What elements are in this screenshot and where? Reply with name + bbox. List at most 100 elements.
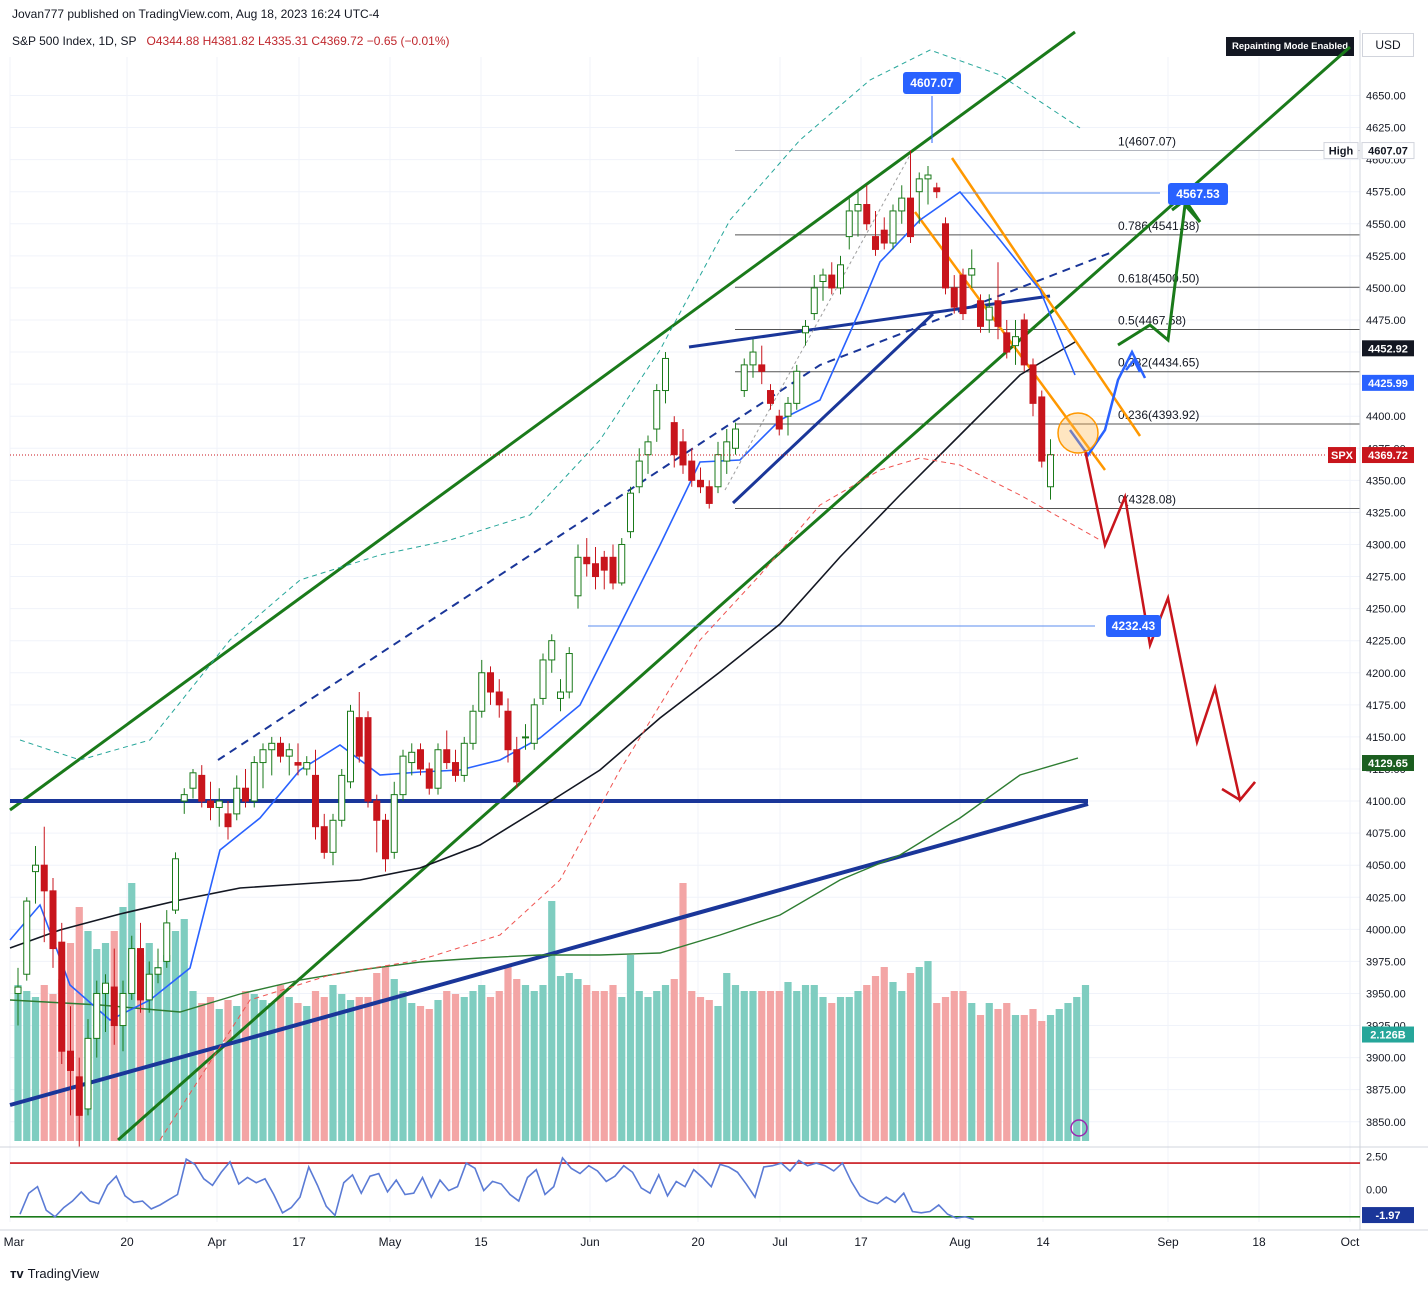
candle: [250, 756, 258, 808]
volume-bar: [425, 1009, 433, 1141]
volume-bar: [871, 976, 880, 1141]
volume-bar: [530, 991, 538, 1141]
volume-bar: [644, 997, 652, 1141]
candle: [303, 756, 311, 776]
candle-body: [207, 800, 214, 808]
volume-bar: [451, 994, 460, 1141]
candle: [215, 788, 223, 827]
candle: [67, 1006, 74, 1116]
candle: [592, 547, 599, 590]
annotation-badge-label: 4607.07: [910, 76, 954, 90]
candle-body: [732, 428, 739, 449]
candle-body: [714, 454, 722, 488]
price-axis-tick: 4100.00: [1366, 796, 1406, 808]
candle: [408, 743, 416, 776]
candle: [259, 743, 267, 789]
time-axis-tick: 17: [854, 1235, 868, 1249]
volume-bar: [408, 1003, 416, 1141]
volume-bar: [513, 979, 521, 1141]
volume-bar: [950, 991, 958, 1141]
candle: [828, 262, 836, 295]
symbol-ohlc-line: S&P 500 Index, 1D, SP O4344.88 H4381.82 …: [12, 34, 450, 48]
open-value: O4344.88: [146, 34, 200, 48]
candle: [635, 448, 643, 494]
price-axis-tick: 3850.00: [1366, 1117, 1406, 1129]
candle: [382, 813, 389, 872]
volume-bar: [346, 1000, 355, 1141]
candle-body: [1029, 364, 1037, 404]
candle-body: [592, 563, 599, 578]
annotation-badge: [903, 72, 961, 94]
candle-body: [417, 749, 424, 770]
candle: [460, 736, 468, 782]
volume-bar: [749, 991, 757, 1141]
candle: [609, 544, 617, 590]
candle-body: [452, 762, 459, 776]
volume-bar: [198, 1003, 206, 1141]
volume-bar: [775, 991, 783, 1141]
candle: [347, 704, 354, 789]
candle: [110, 948, 118, 1045]
symbol-name[interactable]: S&P 500 Index, 1D, SP: [12, 34, 137, 48]
candle-body: [84, 1037, 92, 1110]
candle: [294, 743, 302, 776]
candle-body: [163, 922, 171, 962]
candle-body: [950, 287, 958, 308]
candle: [84, 1019, 92, 1116]
candle-body: [985, 306, 993, 321]
volume-bar: [355, 997, 363, 1141]
footer-brand[interactable]: ᴛᴠ TradingView: [10, 1266, 99, 1281]
time-axis-tick: Apr: [208, 1235, 227, 1249]
candle-body: [574, 556, 582, 597]
dashed-blue-trend: [217, 252, 1111, 761]
candle: [810, 275, 818, 320]
candle-body: [408, 751, 416, 764]
price-scale-label: [1362, 1026, 1414, 1043]
candle: [627, 486, 634, 539]
volume-bar: [486, 997, 495, 1141]
price-axis-tick: 4150.00: [1366, 732, 1406, 744]
price-axis-tick: 4550.00: [1366, 219, 1406, 231]
candle: [670, 416, 678, 468]
footer-brand-label: TradingView: [27, 1266, 100, 1281]
candle: [863, 185, 871, 231]
volume-bar: [1029, 1009, 1037, 1141]
time-axis-tick: Jul: [772, 1235, 787, 1249]
candle-body: [242, 787, 249, 802]
candle-body: [487, 672, 494, 693]
currency-button[interactable]: USD: [1362, 33, 1414, 57]
candle: [355, 692, 363, 763]
candle-body: [110, 986, 118, 1027]
candle: [837, 255, 844, 295]
price-axis-tick: 4650.00: [1366, 90, 1406, 102]
volume-bar: [618, 997, 626, 1141]
candle: [312, 749, 319, 840]
price-axis-tick: 4000.00: [1366, 924, 1406, 936]
candle: [758, 345, 766, 385]
candle-body: [635, 460, 643, 488]
volume-bar: [31, 997, 40, 1141]
candle-body: [119, 992, 127, 1027]
candle: [233, 775, 241, 821]
fib-level-label: 0.786(4541.38): [1118, 219, 1199, 233]
candle-body: [618, 543, 626, 584]
candle: [487, 666, 494, 705]
candle-body: [670, 422, 678, 456]
price-scale-label: [1328, 447, 1356, 464]
candle-body: [653, 390, 661, 430]
candle-body: [215, 800, 223, 808]
candle: [662, 352, 669, 404]
candle-body: [854, 204, 862, 212]
grid-lines: [9, 57, 1360, 1222]
candle-body: [303, 762, 311, 770]
candle-body: [504, 710, 512, 751]
candle-body: [740, 364, 748, 392]
change-value: −0.65 (−0.01%): [366, 34, 450, 48]
oscillator-current-label: [1362, 1207, 1414, 1224]
candle-body: [863, 204, 871, 225]
volume-bar: [1081, 985, 1090, 1141]
volume-bar: [1003, 1003, 1011, 1141]
candle-body: [793, 370, 801, 404]
candle-body: [907, 197, 914, 238]
